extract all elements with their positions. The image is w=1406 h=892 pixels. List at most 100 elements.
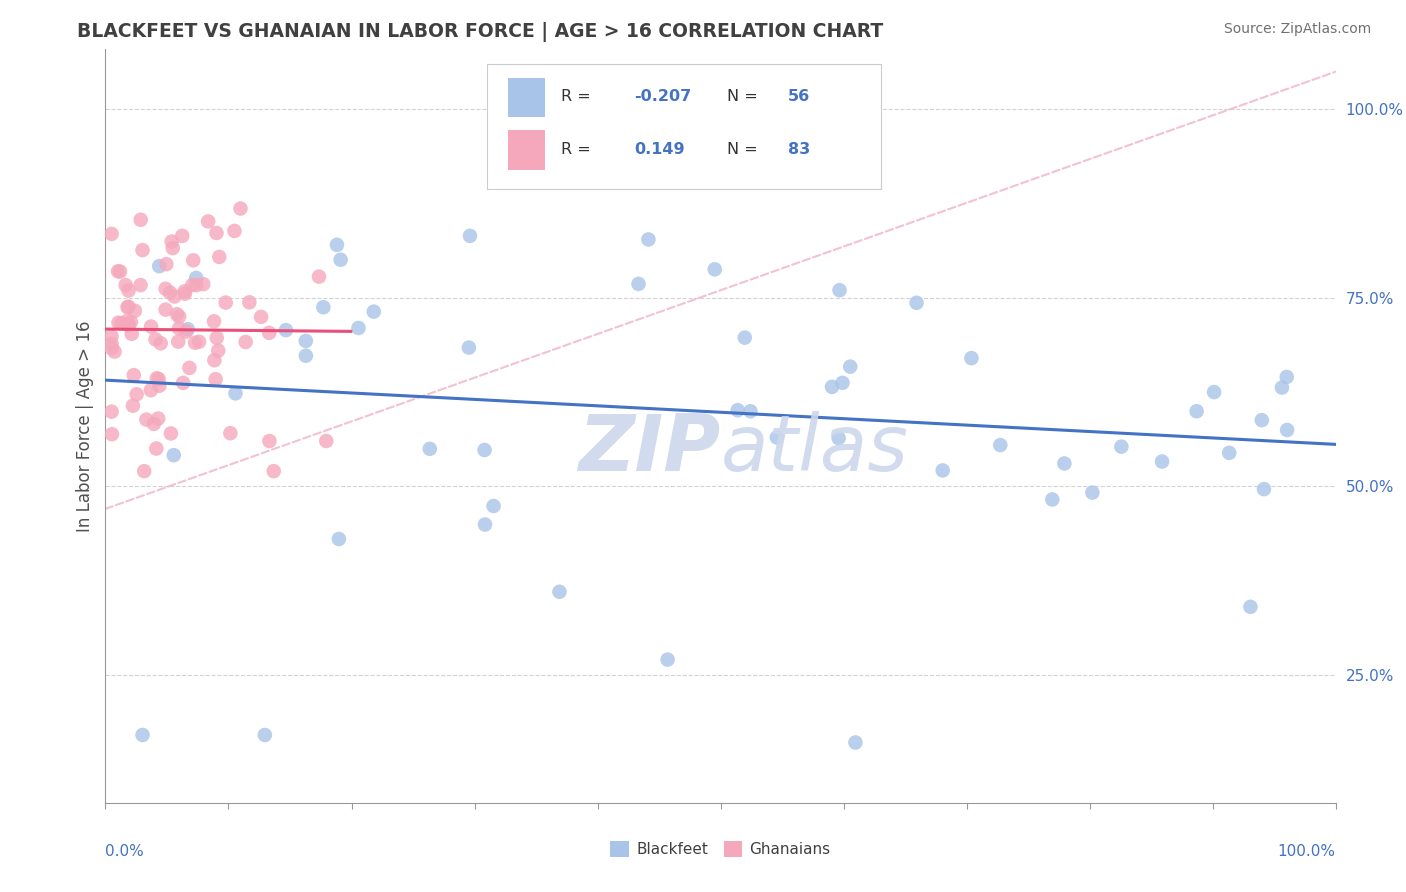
Text: -0.207: -0.207 [634,89,692,104]
Point [108,264,131,278]
Point [274,323,297,337]
Point [740,404,762,418]
Point [1218,446,1240,460]
Point [131,728,153,742]
Point [703,262,725,277]
Text: 83: 83 [789,142,810,157]
FancyBboxPatch shape [486,64,880,188]
Point [121,326,143,341]
Point [163,289,186,303]
Point [160,426,183,441]
Point [193,277,215,292]
Point [1111,440,1133,454]
Point [117,300,139,314]
Point [458,228,481,243]
Point [173,285,195,299]
Point [627,277,650,291]
Point [114,278,136,293]
Point [1271,380,1294,394]
Point [219,426,242,441]
Point [107,316,129,330]
Point [734,331,756,345]
Point [100,329,122,343]
Point [167,310,190,324]
Point [160,235,183,249]
Point [139,319,162,334]
Point [101,427,124,442]
Legend: Blackfeet, Ghanaians: Blackfeet, Ghanaians [605,835,837,863]
Point [149,336,172,351]
Point [166,307,188,321]
Point [205,331,228,345]
Point [177,322,200,336]
Point [637,232,659,246]
Point [1253,482,1275,496]
FancyBboxPatch shape [508,78,544,117]
Point [457,341,479,355]
Point [120,315,142,329]
Point [308,269,330,284]
Text: Source: ZipAtlas.com: Source: ZipAtlas.com [1223,22,1371,37]
Point [1275,370,1298,384]
Point [124,303,146,318]
Point [148,372,170,386]
Point [474,442,496,457]
Point [235,334,257,349]
Point [129,212,152,227]
Point [1040,492,1063,507]
FancyBboxPatch shape [508,130,544,169]
Y-axis label: In Labor Force | Age > 16: In Labor Force | Age > 16 [76,320,94,532]
Point [125,387,148,401]
Point [831,376,853,390]
Point [263,464,285,478]
Point [215,295,238,310]
Point [167,321,190,335]
Point [145,332,167,346]
Text: ZIP: ZIP [578,410,721,486]
Point [131,243,153,257]
Point [827,431,849,445]
Point [184,335,207,350]
Point [146,371,169,385]
Text: BLACKFEET VS GHANAIAN IN LABOR FORCE | AGE > 16 CORRELATION CHART: BLACKFEET VS GHANAIAN IN LABOR FORCE | A… [77,22,883,42]
Point [139,383,162,397]
Point [1150,454,1173,468]
Point [100,337,122,351]
Point [162,241,184,255]
Point [115,314,138,328]
Point [104,344,127,359]
Text: 0.149: 0.149 [634,142,685,157]
Point [257,326,280,340]
Point [100,341,122,355]
Point [142,417,165,431]
Point [110,316,132,330]
Point [155,282,177,296]
Point [172,228,194,243]
Point [145,442,167,456]
Point [328,532,350,546]
Point [186,271,208,285]
Point [1275,423,1298,437]
Point [174,286,197,301]
Point [295,334,318,348]
Point [122,399,145,413]
Point [1239,599,1261,614]
Point [482,499,505,513]
Point [205,226,228,240]
Text: 100.0%: 100.0% [1278,844,1336,859]
Point [148,378,170,392]
Point [839,359,862,374]
Point [122,368,145,383]
Point [326,237,349,252]
Point [134,464,156,478]
Point [988,438,1011,452]
Point [174,325,197,339]
Point [548,584,571,599]
Point [118,318,141,332]
Point [179,360,201,375]
Point [766,430,789,444]
Point [155,302,177,317]
Point [117,300,139,314]
Point [172,376,194,390]
Text: R =: R = [561,89,591,104]
